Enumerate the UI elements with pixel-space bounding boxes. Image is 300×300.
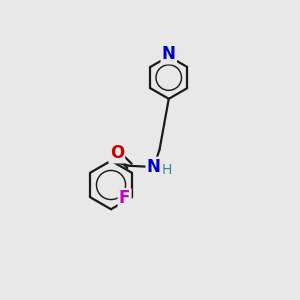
- Text: O: O: [110, 144, 124, 162]
- Text: F: F: [119, 189, 130, 207]
- Text: H: H: [161, 163, 172, 177]
- Text: N: N: [162, 45, 176, 63]
- Text: N: N: [147, 158, 161, 176]
